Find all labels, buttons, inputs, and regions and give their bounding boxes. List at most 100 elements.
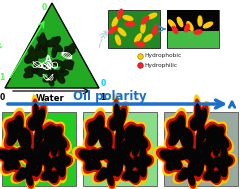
Polygon shape: [121, 162, 141, 184]
Polygon shape: [0, 143, 40, 176]
Polygon shape: [147, 13, 157, 19]
Polygon shape: [212, 143, 234, 180]
Polygon shape: [48, 140, 74, 183]
Polygon shape: [53, 60, 74, 73]
Polygon shape: [131, 143, 153, 180]
Text: Hydrophobic: Hydrophobic: [144, 53, 181, 59]
Polygon shape: [26, 138, 53, 176]
Polygon shape: [32, 64, 58, 77]
Text: 0: 0: [41, 4, 47, 12]
Polygon shape: [107, 138, 134, 176]
Polygon shape: [73, 143, 121, 176]
Polygon shape: [154, 143, 202, 176]
Polygon shape: [205, 125, 229, 156]
Polygon shape: [85, 112, 115, 154]
Polygon shape: [11, 154, 44, 189]
Polygon shape: [185, 24, 189, 32]
Polygon shape: [29, 104, 44, 154]
Polygon shape: [160, 147, 194, 170]
Polygon shape: [117, 9, 123, 19]
Polygon shape: [50, 143, 72, 180]
Polygon shape: [194, 30, 202, 34]
Polygon shape: [108, 99, 127, 161]
Text: 1: 1: [0, 74, 5, 83]
Polygon shape: [141, 23, 145, 33]
Polygon shape: [19, 130, 59, 184]
Polygon shape: [204, 164, 220, 183]
Text: 0: 0: [0, 93, 5, 102]
Polygon shape: [109, 104, 126, 154]
Text: Oil polarity: Oil polarity: [73, 90, 147, 103]
Polygon shape: [214, 146, 232, 177]
Polygon shape: [24, 66, 39, 78]
Point: [138, 64, 142, 67]
Text: Hydrophilic: Hydrophilic: [144, 63, 177, 67]
Polygon shape: [115, 35, 120, 45]
Polygon shape: [129, 140, 155, 183]
Polygon shape: [46, 37, 62, 57]
Polygon shape: [123, 164, 139, 183]
Polygon shape: [119, 160, 142, 186]
Polygon shape: [43, 125, 67, 156]
Polygon shape: [123, 16, 133, 20]
Polygon shape: [25, 45, 47, 67]
Polygon shape: [133, 146, 151, 177]
Polygon shape: [124, 125, 148, 156]
Polygon shape: [173, 154, 206, 189]
Text: 0: 0: [101, 80, 106, 88]
Bar: [108, 10, 160, 48]
Polygon shape: [187, 22, 193, 30]
Polygon shape: [26, 99, 46, 161]
Polygon shape: [94, 157, 123, 188]
Polygon shape: [119, 120, 152, 163]
Polygon shape: [52, 146, 70, 177]
Polygon shape: [191, 104, 206, 154]
Polygon shape: [103, 134, 137, 181]
Polygon shape: [153, 25, 157, 35]
Polygon shape: [38, 160, 61, 186]
Text: 1: 1: [100, 93, 105, 102]
Polygon shape: [64, 43, 76, 56]
Polygon shape: [48, 70, 68, 83]
Polygon shape: [164, 108, 198, 157]
Polygon shape: [43, 76, 56, 86]
Polygon shape: [210, 140, 236, 183]
Polygon shape: [100, 130, 139, 184]
Polygon shape: [7, 115, 31, 150]
Polygon shape: [202, 162, 222, 184]
Polygon shape: [200, 160, 223, 186]
Polygon shape: [188, 99, 208, 161]
Polygon shape: [178, 160, 202, 185]
Polygon shape: [177, 17, 183, 27]
Text: 1: 1: [49, 0, 55, 2]
Polygon shape: [172, 26, 178, 34]
Point: [138, 54, 142, 57]
Polygon shape: [112, 17, 118, 27]
Polygon shape: [88, 115, 112, 150]
Polygon shape: [83, 108, 117, 157]
Polygon shape: [204, 22, 213, 28]
Polygon shape: [22, 134, 56, 181]
Polygon shape: [38, 120, 71, 163]
Polygon shape: [141, 16, 149, 24]
Polygon shape: [168, 20, 175, 28]
Polygon shape: [109, 26, 117, 33]
Polygon shape: [184, 134, 218, 181]
Polygon shape: [0, 147, 32, 170]
Polygon shape: [181, 130, 221, 184]
Polygon shape: [187, 95, 209, 166]
Polygon shape: [40, 122, 69, 160]
Polygon shape: [0, 145, 36, 173]
Polygon shape: [156, 145, 198, 173]
Polygon shape: [16, 160, 40, 185]
Text: Water: Water: [36, 94, 64, 103]
Polygon shape: [166, 112, 196, 154]
Text: A: A: [45, 56, 51, 64]
Text: Oil: Oil: [0, 37, 2, 53]
Polygon shape: [125, 22, 135, 26]
Bar: [2, 112, 76, 186]
Bar: [167, 10, 219, 48]
Polygon shape: [79, 147, 113, 170]
Polygon shape: [175, 157, 204, 188]
Polygon shape: [40, 162, 60, 184]
